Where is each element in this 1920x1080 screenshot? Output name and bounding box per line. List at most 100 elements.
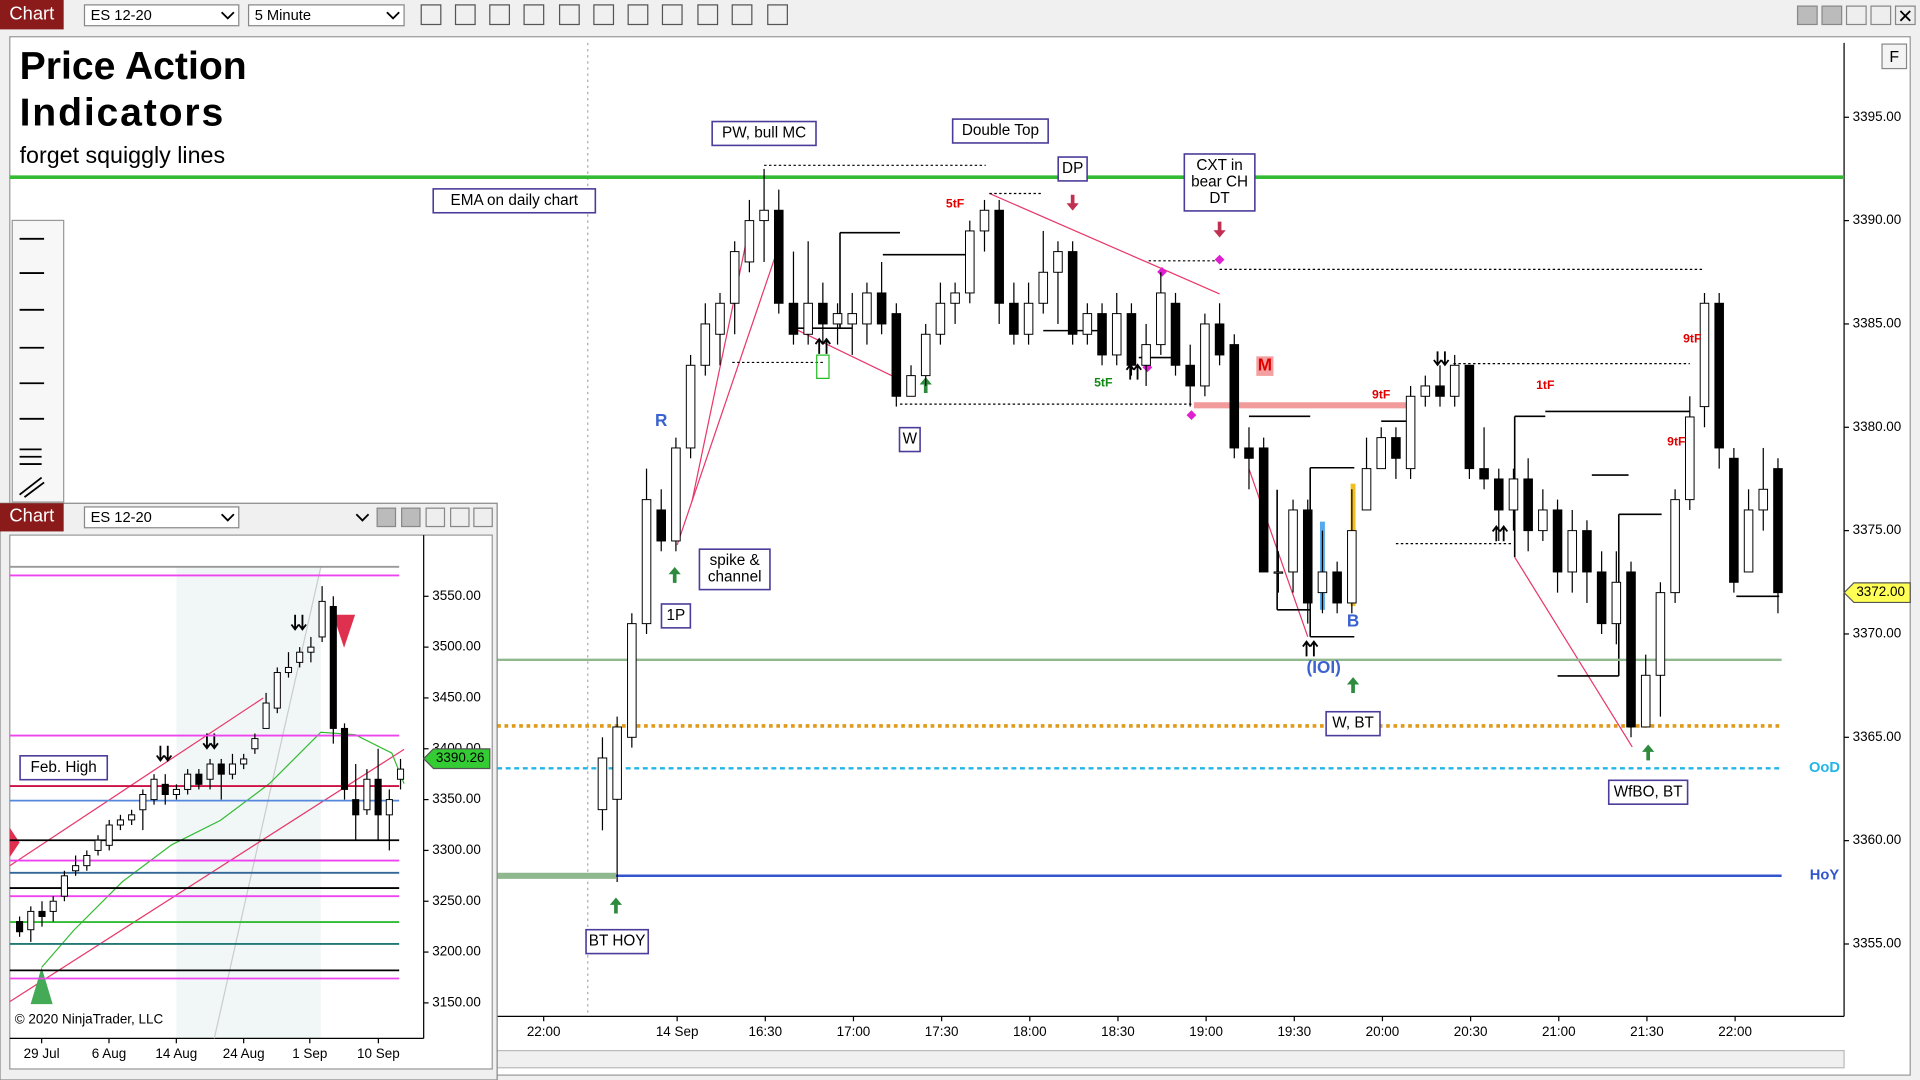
ema-line [41,731,405,968]
y-tick-label: 3300.00 [432,842,481,857]
candle-body [1067,251,1078,335]
annotation: 9tF [1372,388,1391,402]
trend-line [9,748,405,1003]
candle-body [1582,530,1592,573]
window-button[interactable] [1796,5,1818,26]
annotation-box [711,120,817,147]
x-tick-label: 6 Aug [92,1046,126,1061]
diamond [1157,266,1167,277]
diamond [1186,410,1197,420]
candle-body [612,726,622,800]
window-button[interactable] [1821,5,1843,26]
inset-instrument-select[interactable] [83,506,240,529]
candle-body [1111,313,1122,356]
level-label: OoD [1809,760,1840,776]
candle-body [318,600,326,638]
x-tick-label: 22:00 [527,1024,561,1039]
y-tick-label: 3365.00 [1853,729,1902,744]
candle-body [72,865,80,872]
candle-body [994,209,1004,304]
candle-body [671,447,681,542]
f-button[interactable] [1881,43,1908,70]
left-triangle [9,827,20,858]
annotation-box [432,188,597,214]
y-tick-label: 3550.00 [432,588,481,603]
interval-select[interactable] [247,4,405,27]
candle-body [150,778,158,801]
restore-button[interactable] [1870,5,1892,26]
candle-body [700,323,711,366]
candle-body [1538,509,1548,532]
candle-body [1317,571,1328,594]
candle-body [1729,457,1739,583]
annotation-box [898,426,921,453]
shaded-range [176,566,321,1039]
tool-button[interactable] [731,4,753,26]
trend-line [676,242,781,546]
candle-body [1053,251,1063,273]
candle-body [1449,364,1460,397]
window-buttons [1796,5,1916,26]
title: Indicators [20,91,226,134]
tool-button[interactable] [454,4,476,26]
tool-button[interactable] [697,4,719,26]
candle-body [139,794,147,811]
annotation-box [1256,356,1274,376]
candle-body [195,773,203,785]
annotation: B [1347,611,1359,631]
annotation: R [655,410,668,430]
tool-button[interactable] [767,4,788,26]
close-icon [1899,10,1911,22]
minimize-button[interactable] [1845,5,1867,26]
double-down-arrow [156,745,173,762]
close-button[interactable] [473,507,493,528]
y-tick-label: 3450.00 [432,690,481,705]
candle-body [172,788,181,796]
minimize-button[interactable] [425,507,446,528]
candle-body [1200,323,1210,387]
tool-icons[interactable] [19,237,45,498]
candle-body [1038,271,1049,304]
tool-button[interactable] [627,4,649,26]
candle-body [715,302,725,335]
trend-line [213,566,322,1039]
candle-body [906,375,916,397]
tool-button[interactable] [523,4,545,26]
restore-button[interactable] [450,507,470,528]
tool-button[interactable] [420,4,442,26]
window-button[interactable] [376,507,397,528]
annotation-box [1057,156,1088,182]
instrument-label: ES 12-20 [91,8,152,24]
x-tick-label: 22:00 [1718,1024,1752,1039]
tool-button[interactable] [593,4,615,26]
annotation: channel [708,569,762,586]
candle-body [656,509,667,542]
candle-body [1479,468,1489,480]
tool-button[interactable] [558,4,580,26]
candle-body [1185,364,1195,387]
double-down-arrow [1433,351,1450,367]
signal-box [816,354,830,379]
candle-body [759,209,769,222]
instrument-select[interactable] [83,4,240,27]
candle-body [340,727,349,790]
window-button[interactable] [401,507,421,528]
candle-body [1611,581,1622,625]
candle-body [60,875,68,897]
candle-body [352,799,360,816]
tool-button[interactable] [661,4,683,26]
inset-tab[interactable] [0,503,64,532]
candle-body [1302,509,1313,604]
inset-tab-label: Chart [9,505,54,526]
annotation: M [1258,355,1272,375]
candle-body [685,364,696,449]
annotation: 1P [667,607,686,624]
tool-button[interactable] [489,4,511,26]
candle-body [862,292,872,325]
candle-body [1361,468,1372,511]
chart-tab[interactable] [0,0,64,30]
annotation: DP [1062,160,1083,177]
candle-body [597,757,608,811]
annotation: spike & [710,552,760,569]
